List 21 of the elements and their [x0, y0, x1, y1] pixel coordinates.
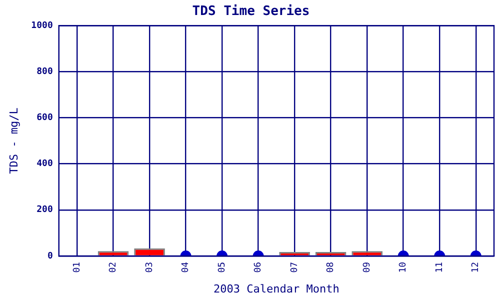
y-tick-label: 1000 — [31, 20, 53, 31]
x-tick-label: 05 — [217, 262, 228, 273]
x-axis-title: 2003 Calendar Month — [214, 282, 340, 296]
x-tick-label: 10 — [398, 262, 409, 273]
x-tick-label: 06 — [254, 262, 264, 273]
x-tick-label: 02 — [108, 262, 119, 273]
x-tick-label: 08 — [326, 262, 336, 273]
y-tick-label: 400 — [36, 159, 53, 170]
y-tick-label: 600 — [36, 113, 53, 124]
x-tick-label: 07 — [290, 262, 300, 273]
y-tick-label: 200 — [36, 205, 53, 216]
x-tick-label: 11 — [434, 262, 445, 273]
x-tick-label: 03 — [144, 262, 155, 273]
chart-title: TDS Time Series — [192, 4, 310, 20]
x-tick-label: 04 — [181, 262, 192, 273]
y-tick-label: 800 — [36, 67, 53, 78]
x-tick-label: 01 — [72, 262, 82, 273]
x-tick-label: 12 — [471, 262, 482, 273]
y-axis-title: TDS - mg/L — [7, 107, 20, 174]
x-tick-label: 09 — [362, 262, 372, 273]
y-tick-label: 0 — [47, 251, 53, 262]
